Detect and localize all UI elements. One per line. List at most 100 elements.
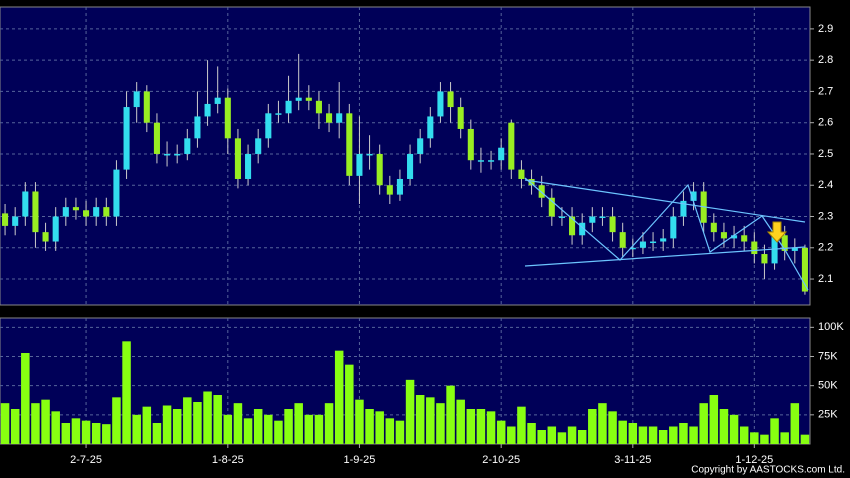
trend-line bbox=[524, 179, 806, 223]
volume-bar bbox=[790, 403, 800, 444]
y-tick-label: 2.8 bbox=[818, 54, 833, 66]
candle-body bbox=[133, 91, 140, 108]
volume-bar bbox=[709, 395, 719, 444]
candle-body bbox=[731, 235, 738, 239]
y-tick-label: 2.3 bbox=[818, 210, 833, 222]
candle-body bbox=[639, 241, 646, 248]
volume-bar bbox=[324, 403, 334, 444]
candle-body bbox=[2, 213, 9, 226]
candle-body bbox=[346, 113, 353, 176]
volume-bar bbox=[638, 426, 648, 444]
volume-bar bbox=[112, 397, 121, 444]
volume-bar bbox=[152, 423, 162, 444]
signal-arrow bbox=[766, 221, 788, 243]
candle-body bbox=[396, 178, 403, 195]
volume-bar bbox=[760, 434, 769, 444]
volume-bar bbox=[719, 409, 729, 444]
candle-body bbox=[629, 247, 636, 250]
candle-body bbox=[801, 247, 808, 292]
y-tick-label: 75K bbox=[818, 350, 838, 362]
candle-body bbox=[356, 153, 363, 176]
candle-body bbox=[376, 153, 383, 186]
candle-body bbox=[326, 113, 333, 123]
candle-body bbox=[619, 232, 626, 248]
zigzag-line bbox=[524, 177, 809, 291]
candle-body bbox=[609, 216, 616, 233]
candle-body bbox=[650, 241, 657, 244]
candle-body bbox=[204, 103, 211, 117]
volume-bar bbox=[577, 430, 587, 444]
volume-bar bbox=[729, 414, 739, 444]
volume-bar bbox=[679, 423, 688, 444]
x-tick-label: 2-7-25 bbox=[70, 454, 102, 466]
candle-body bbox=[164, 153, 171, 156]
volume-bar bbox=[183, 397, 192, 444]
y-tick-label: 50K bbox=[818, 380, 838, 392]
volume-bar bbox=[385, 418, 395, 444]
volume-bar bbox=[770, 418, 779, 444]
x-tick-label: 1-12-25 bbox=[735, 454, 773, 466]
volume-bar bbox=[10, 409, 20, 444]
volume-bar bbox=[415, 395, 425, 444]
candle-body bbox=[62, 207, 69, 217]
y-tick-label: 2.2 bbox=[818, 242, 833, 254]
y-tick-label: 2.4 bbox=[818, 179, 833, 191]
candle-body bbox=[285, 100, 292, 114]
candle-body bbox=[569, 216, 576, 236]
volume-bar bbox=[699, 403, 708, 444]
candle-body bbox=[407, 153, 414, 179]
candle-body bbox=[143, 91, 150, 123]
plot-layer: 2.1 2.2 2.3 2.4 2.5 2.6 2.7 2.8 2.9 25K 50K 75K 100K… bbox=[0, 7, 844, 466]
candle-body bbox=[153, 122, 160, 154]
volume-bar bbox=[507, 426, 516, 444]
candle-body bbox=[477, 160, 484, 162]
candle-body bbox=[123, 107, 130, 170]
volume-bar bbox=[172, 409, 182, 444]
candle-body bbox=[761, 254, 768, 264]
volume-bar bbox=[608, 411, 617, 444]
volume-bar bbox=[253, 409, 263, 444]
candle-body bbox=[447, 91, 454, 108]
candle-body bbox=[245, 153, 252, 179]
volume-bar bbox=[81, 420, 91, 444]
volume-bar bbox=[304, 414, 314, 444]
volume-bar bbox=[436, 403, 445, 444]
x-tick-label: 1-8-25 bbox=[212, 454, 244, 466]
volume-bar bbox=[750, 432, 759, 444]
candle-body bbox=[710, 222, 717, 233]
volume-bar bbox=[31, 403, 40, 444]
candle-body bbox=[508, 122, 515, 170]
copyright: Copyright by AASTOCKS.com Ltd. bbox=[691, 465, 845, 476]
candle-body bbox=[255, 138, 262, 154]
volume-bar bbox=[142, 406, 152, 444]
candle-body bbox=[720, 232, 727, 239]
volume-bar bbox=[618, 420, 627, 444]
volume-bar bbox=[162, 405, 172, 444]
volume-bar bbox=[446, 385, 455, 444]
volume-bar bbox=[486, 411, 496, 444]
volume-bar bbox=[648, 426, 658, 444]
volume-bar bbox=[91, 423, 101, 444]
y-tick-label: 2.6 bbox=[818, 117, 833, 129]
candle-body bbox=[336, 113, 343, 123]
candle-body bbox=[751, 241, 758, 255]
volume-bar bbox=[669, 426, 678, 444]
candle-body bbox=[670, 216, 677, 239]
candle-body bbox=[660, 238, 667, 242]
trend-lines bbox=[524, 177, 809, 291]
candle-body bbox=[518, 169, 525, 179]
volume-bar bbox=[547, 426, 557, 444]
volume-bar bbox=[355, 399, 364, 444]
volume-bar bbox=[122, 341, 131, 444]
volume-bar bbox=[71, 418, 81, 444]
candle-body bbox=[72, 207, 79, 211]
volume-bar bbox=[537, 430, 546, 444]
y-tick-label: 2.5 bbox=[818, 148, 833, 160]
volume-bar bbox=[233, 403, 243, 444]
candle-body bbox=[528, 178, 535, 186]
candle-body bbox=[427, 116, 434, 139]
volume-bar bbox=[314, 414, 324, 444]
volume-bar bbox=[375, 411, 384, 444]
candle-body bbox=[315, 100, 322, 114]
volume-bar bbox=[658, 430, 668, 444]
